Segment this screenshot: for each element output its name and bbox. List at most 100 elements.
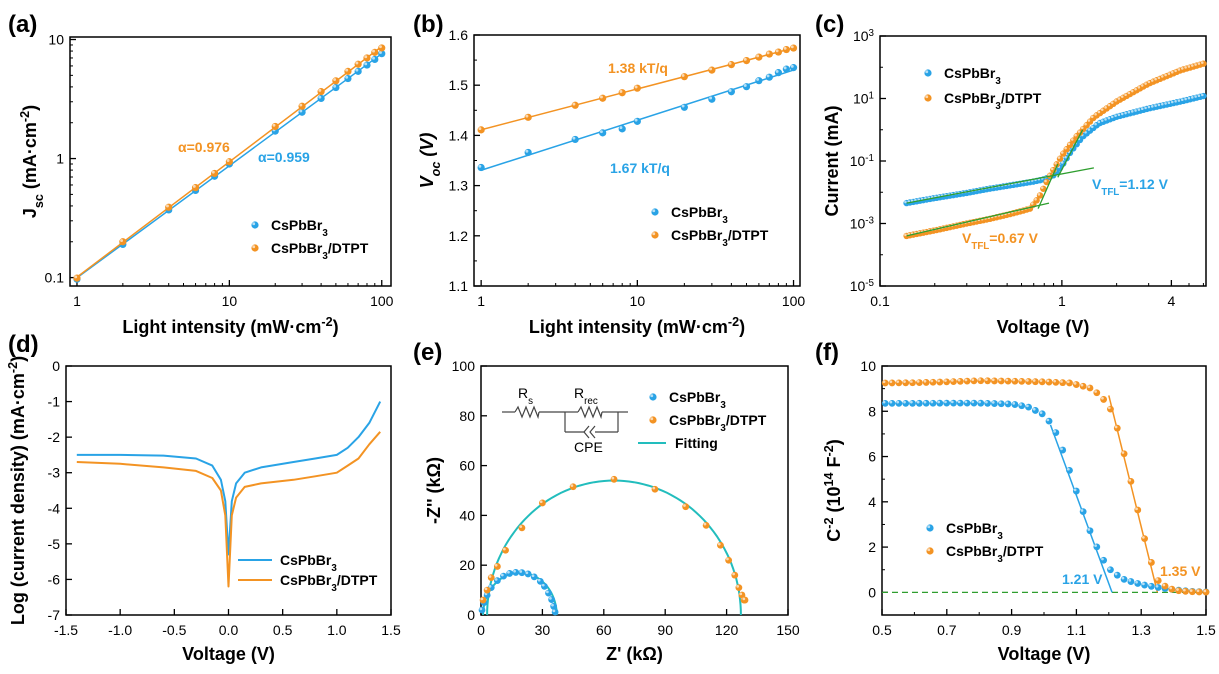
- x-tick-label: 60: [596, 622, 612, 638]
- data-point: [888, 379, 896, 387]
- legend-marker: [649, 393, 657, 401]
- legend-marker: [251, 221, 259, 229]
- data-point: [548, 596, 556, 603]
- x-tick-label: 1: [73, 293, 81, 309]
- data-point: [1200, 60, 1207, 67]
- data-point: [782, 45, 790, 54]
- data-point: [536, 577, 544, 585]
- y-tick-label: 1: [56, 151, 64, 167]
- x-tick-label: 10: [630, 293, 646, 309]
- data-point: [881, 399, 889, 407]
- legend-marker: [651, 231, 659, 239]
- panel-c: (c) 0.1 1 4 10-5 10-3 10-1 101 103 Voltage (V) Cur…: [815, 11, 1207, 337]
- data-point: [1045, 378, 1053, 386]
- data-point: [742, 83, 751, 91]
- data-point: [727, 61, 735, 69]
- data-point: [708, 95, 716, 103]
- data-point: [895, 379, 903, 387]
- data-point: [997, 400, 1005, 408]
- legend-marker: [651, 208, 659, 216]
- data-point: [789, 64, 798, 72]
- y-axis-title: Voc (V): [417, 133, 443, 189]
- panel-e: (e) 0 30 60 90 120 150 0 20 40 60 80 100 Z' (kΩ) -Z'' …: [413, 339, 800, 664]
- x-tick-label: 1.0: [327, 622, 347, 638]
- data-point: [1113, 424, 1121, 432]
- data-point: [524, 570, 532, 578]
- data-point: [765, 50, 773, 58]
- annotation-vbi-cspbbr3: 1.21 V: [1062, 571, 1103, 587]
- data-point: [915, 379, 923, 387]
- data-point: [1182, 587, 1189, 595]
- data-point: [991, 377, 998, 385]
- data-point: [545, 589, 552, 597]
- data-point: [271, 122, 279, 131]
- data-point: [541, 582, 548, 590]
- data-point: [735, 584, 743, 592]
- data-point: [524, 113, 532, 121]
- data-point: [618, 89, 626, 97]
- data-point: [1072, 381, 1080, 388]
- data-point: [717, 541, 724, 549]
- x-tick-label: 1.1: [1067, 622, 1087, 638]
- data-point: [633, 84, 641, 92]
- data-point: [487, 574, 495, 582]
- x-axis-title: Z' (kΩ): [606, 644, 663, 664]
- data-point: [680, 103, 688, 111]
- y-axis-title: Jsc (mA·cm-2): [18, 105, 46, 218]
- data-point: [483, 586, 491, 594]
- data-point: [1141, 535, 1148, 543]
- data-point: [950, 378, 957, 386]
- data-point: [970, 377, 978, 385]
- legend-marker: [251, 244, 259, 252]
- legend-cspbbr3: CsPbBr3: [944, 65, 1001, 87]
- y-tick-label: 4: [868, 494, 876, 510]
- data-point: [524, 148, 532, 157]
- x-tick-label: 150: [776, 622, 800, 638]
- data-point: [378, 44, 386, 52]
- data-point: [633, 117, 641, 125]
- data-point: [929, 399, 937, 407]
- data-point: [1141, 581, 1148, 589]
- data-point: [1154, 577, 1162, 584]
- circuit-label-rrec: Rrec: [574, 385, 598, 407]
- panel-label: (f): [815, 339, 839, 366]
- data-point: [708, 66, 716, 74]
- data-point: [551, 608, 559, 616]
- y-tick-label: 1.4: [449, 127, 469, 143]
- y-tick-label: 8: [868, 403, 876, 419]
- y-tick-label: -4: [48, 500, 61, 516]
- data-point: [493, 577, 501, 585]
- panel-label: (a): [8, 11, 37, 38]
- data-point: [963, 399, 971, 407]
- data-point: [984, 399, 992, 407]
- data-point: [1031, 378, 1039, 386]
- data-point: [970, 399, 978, 407]
- data-point: [1059, 446, 1067, 454]
- data-point: [963, 377, 971, 385]
- data-point: [731, 571, 739, 579]
- y-tick-label: 10: [860, 358, 876, 374]
- data-point: [741, 596, 749, 604]
- panel-b: (b) 1 10 100 1.1 1.2 1.3 1.4 1.5 1.6 Light intensi…: [413, 11, 805, 337]
- panel-label: (b): [413, 11, 444, 38]
- data-point: [371, 55, 379, 64]
- x-tick-label: 4: [1167, 293, 1175, 309]
- y-tick-label: 0.1: [45, 270, 65, 286]
- legend-marker: [926, 547, 934, 555]
- data-point: [1025, 403, 1032, 411]
- data-point: [943, 399, 951, 407]
- data-point: [165, 203, 173, 211]
- data-point: [929, 378, 937, 386]
- x-tick-label: 0.5: [273, 622, 293, 638]
- y-tick-label: 1.1: [449, 278, 469, 294]
- data-point: [1134, 506, 1142, 514]
- fit-line-ohmic-cspbbr3: [906, 167, 1095, 204]
- y-tick-label: 1.6: [449, 27, 469, 43]
- data-point: [371, 48, 379, 56]
- data-point: [298, 108, 306, 116]
- x-axis-title: Light intensity (mW·cm-2): [529, 315, 745, 337]
- data-point: [354, 60, 362, 68]
- legend-marker: [926, 524, 934, 532]
- equivalent-circuit: Rs Rrec CPE: [502, 385, 628, 455]
